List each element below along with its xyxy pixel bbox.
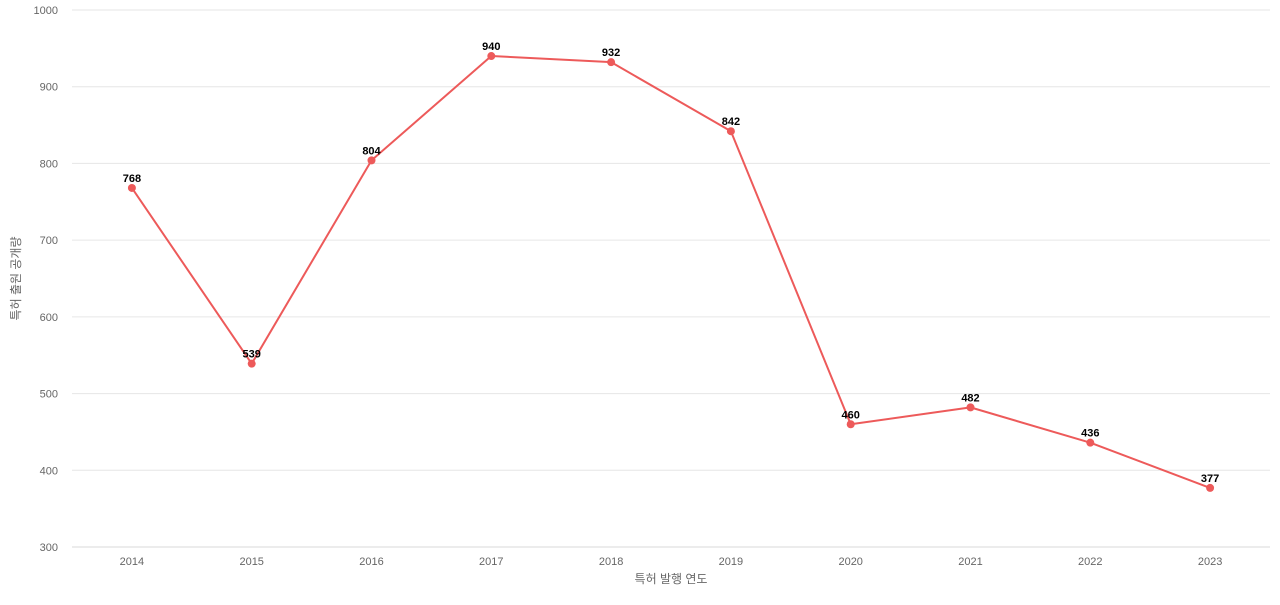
data-label: 768 [123, 173, 141, 185]
x-axis-title: 특허 발행 연도 [635, 571, 708, 586]
data-point[interactable] [846, 420, 855, 429]
y-tick-label: 800 [40, 158, 58, 170]
y-tick-label: 1000 [34, 5, 58, 17]
data-label: 940 [482, 41, 500, 53]
data-point[interactable] [127, 183, 136, 192]
y-tick-label: 400 [40, 465, 58, 477]
data-point[interactable] [607, 58, 616, 67]
x-tick-label: 2023 [1198, 556, 1222, 568]
data-point[interactable] [726, 127, 735, 136]
x-axis-ticks: 2014 2015 2016 2017 2018 2019 2020 2021 2022 2023 [120, 556, 1223, 568]
data-label: 539 [243, 349, 261, 361]
x-tick-label: 2021 [958, 556, 982, 568]
data-label: 804 [362, 145, 381, 157]
y-tick-label: 900 [40, 82, 58, 94]
data-point[interactable] [247, 359, 256, 368]
x-tick-label: 2014 [120, 556, 144, 568]
x-tick-label: 2018 [599, 556, 623, 568]
y-tick-label: 500 [40, 389, 58, 401]
data-label: 377 [1201, 473, 1219, 485]
data-label: 482 [961, 392, 979, 404]
data-point[interactable] [487, 52, 496, 61]
y-tick-label: 700 [40, 235, 58, 247]
x-tick-label: 2020 [838, 556, 862, 568]
x-tick-label: 2015 [239, 556, 263, 568]
data-label: 842 [722, 116, 740, 128]
grid-lines [72, 9, 1270, 471]
data-label: 460 [842, 409, 860, 421]
x-tick-label: 2022 [1078, 556, 1102, 568]
data-point[interactable] [1206, 483, 1215, 492]
y-tick-label: 600 [40, 312, 58, 324]
y-axis-ticks: 300 400 500 600 700 800 900 1000 [34, 5, 58, 554]
series-layer [127, 52, 1215, 492]
x-tick-label: 2019 [719, 556, 743, 568]
series-line [131, 55, 1211, 489]
y-axis-title: 특허 출원 공개량 [9, 237, 23, 321]
data-point[interactable] [367, 156, 376, 165]
data-label: 436 [1081, 428, 1099, 440]
x-tick-label: 2016 [359, 556, 383, 568]
x-tick-label: 2017 [479, 556, 503, 568]
data-point[interactable] [1086, 438, 1095, 447]
data-labels: 768 539 804 940 932 842 460 482 436 377 [123, 41, 1220, 485]
y-tick-label: 300 [40, 542, 58, 554]
data-point[interactable] [966, 403, 975, 412]
data-label: 932 [602, 47, 620, 59]
